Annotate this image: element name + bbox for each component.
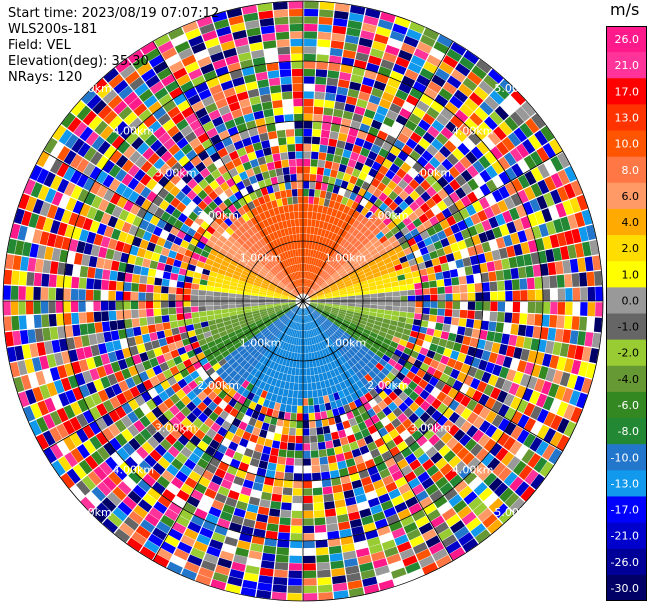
range-ring-label: 4.00km [452,124,494,137]
colorbar-unit: m/s [610,0,640,19]
colorbar-segment [606,418,647,445]
range-ring-label: 5.00km [494,506,536,519]
range-ring-label: 1.00km [240,252,282,265]
colorbar: 26.0 21.0 17.0 13.0 10.0 8.0 6.0 4.0 2.0 1.0 0.0 -1… [606,26,647,601]
range-ring-label: 1.00km [325,336,367,349]
colorbar-tick-label: 1.0 [622,268,640,281]
colorbar-segment [606,26,647,53]
field-label: Field: VEL [8,38,71,53]
colorbar-tick-label: -2.0 [618,347,639,360]
colorbar-tick-label: -4.0 [618,373,639,386]
colorbar-tick-label: 6.0 [622,190,640,203]
colorbar-tick-label: -26.0 [611,556,639,569]
range-rings: 1.00km 1.00km 1.00km 1.00km 2.00km 2.00km 2.00… [2,0,604,602]
colorbar-segment [606,548,647,576]
colorbar-tick-label: -30.0 [611,582,639,595]
colorbar-segment [606,522,647,550]
colorbar-tick-label: -13.0 [611,477,639,490]
range-ring-label: 1.00km [240,336,282,349]
colorbar-segment [606,104,647,132]
colorbar-segment [606,287,647,314]
colorbar-segment [606,52,647,79]
colorbar-segment [606,235,647,262]
range-ring-label: 2.00km [197,209,239,222]
start-time-label: Start time: 2023/08/19 07:07:12 [8,6,220,21]
elevation-label: Elevation(deg): 35.30 [8,54,149,69]
colorbar-tick-label: 26.0 [615,33,640,46]
range-ring-label: 3.00km [155,421,197,434]
colorbar-segment [606,391,647,419]
colorbar-tick-label: -1.0 [618,321,639,334]
range-ring-label: 3.00km [155,167,197,180]
colorbar-segment [606,496,647,524]
colorbar-segment [606,339,647,367]
colorbar-tick-label: 0.0 [622,294,640,307]
colorbar-segment [606,365,647,393]
colorbar-segment [606,444,647,471]
range-ring-label: 2.00km [197,379,239,392]
colorbar-segment [606,574,647,601]
colorbar-tick-label: 8.0 [622,164,640,177]
range-ring-label: 2.00km [367,379,409,392]
colorbar-tick-label: 4.0 [622,216,640,229]
colorbar-tick-label: -17.0 [611,504,639,517]
range-ring-label: 4.00km [113,124,155,137]
velocity-field [3,1,603,601]
colorbar-segment [606,182,647,210]
colorbar-tick-label: 17.0 [615,85,640,98]
colorbar-tick-label: -8.0 [618,425,639,438]
colorbar-segment [606,208,647,236]
range-ring-label: 5.00km [70,506,112,519]
colorbar-tick-label: -6.0 [618,399,639,412]
colorbar-tick-label: -21.0 [611,530,639,543]
colorbar-tick-label: 21.0 [615,59,640,72]
colorbar-tick-label: 10.0 [615,138,640,151]
site-label: WLS200s-181 [8,22,98,37]
colorbar-tick-label: 13.0 [615,111,640,124]
colorbar-segment [606,470,647,497]
colorbar-segment [606,313,647,341]
range-ring-label: 4.00km [452,464,494,477]
colorbar-tick-label: 2.0 [622,242,640,255]
colorbar-segment [606,130,647,158]
range-ring-label: 5.00km [70,82,112,95]
range-ring-label: 5.00km [494,82,536,95]
colorbar-segment [606,156,647,184]
range-ring-label: 2.00km [367,209,409,222]
colorbar-tick-label: -10.0 [611,451,639,464]
colorbar-segment [606,261,647,288]
colorbar-segment [606,78,647,105]
nrays-label: NRays: 120 [8,70,83,85]
range-ring-label: 1.00km [325,252,367,265]
range-ring-label: 3.00km [409,167,451,180]
range-ring-label: 4.00km [113,464,155,477]
range-ring-label: 3.00km [409,421,451,434]
